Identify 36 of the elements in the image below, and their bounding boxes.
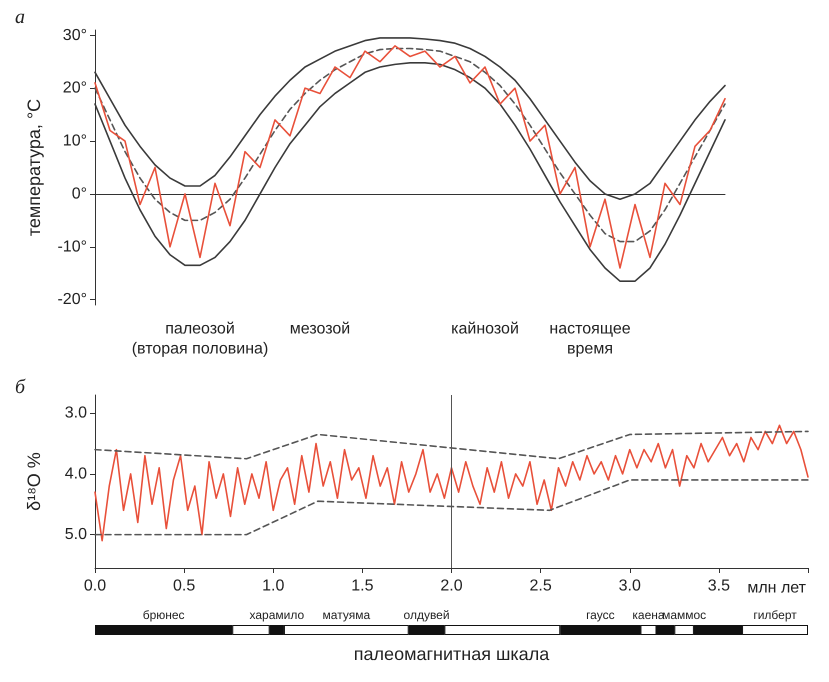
x-tick-label: палеозой (вторая половина) — [132, 320, 268, 358]
y-tick-label: 20° — [62, 80, 87, 97]
x-tick-label: мезозой — [290, 320, 350, 338]
y-tick-label: 5.0 — [64, 526, 88, 544]
x-tick-label: настоящее время — [549, 320, 631, 358]
x-tick-label: 3.5 — [708, 578, 730, 594]
y-tick-label: -10° — [57, 238, 87, 256]
x-tick-label: 0.5 — [173, 578, 196, 594]
x-tick-label: 1.0 — [262, 578, 284, 594]
y-tick-label: 10° — [62, 132, 87, 150]
y-tick-label: -20° — [57, 291, 87, 308]
y-tick-label: 0° — [72, 185, 87, 202]
series-label: гаусс — [586, 608, 615, 622]
x-tick-label: 0.0 — [84, 578, 106, 594]
line-series — [94, 424, 809, 542]
x-tick-label: 2.5 — [530, 578, 552, 594]
x-tick-label: 2.0 — [440, 578, 463, 594]
x-axis-title: млн лет — [747, 580, 807, 596]
x-tick-label: 3.0 — [618, 578, 641, 594]
series-label: маммос — [662, 608, 706, 622]
y-tick-label: 30° — [62, 26, 87, 44]
x-axis-title: палеомагнитная шкала — [354, 644, 550, 664]
x-tick-label: 1.5 — [351, 578, 374, 594]
series-label: матуяма — [322, 608, 370, 622]
series-label: каена — [632, 608, 665, 622]
series-label: гилберт — [753, 608, 798, 622]
chart-title: а — [15, 6, 25, 28]
y-axis-title: δ¹⁸O % — [24, 452, 44, 511]
series-label: брюнес — [142, 608, 185, 622]
series-label: олдувей — [404, 608, 450, 622]
chart-title: б — [15, 376, 26, 398]
series-label: харамило — [249, 608, 304, 622]
x-tick-label: кайнозой — [451, 320, 519, 338]
y-axis-title: температура, °C — [24, 98, 44, 236]
y-tick-label: 3.0 — [64, 404, 88, 422]
y-tick-label: 4.0 — [64, 465, 88, 482]
